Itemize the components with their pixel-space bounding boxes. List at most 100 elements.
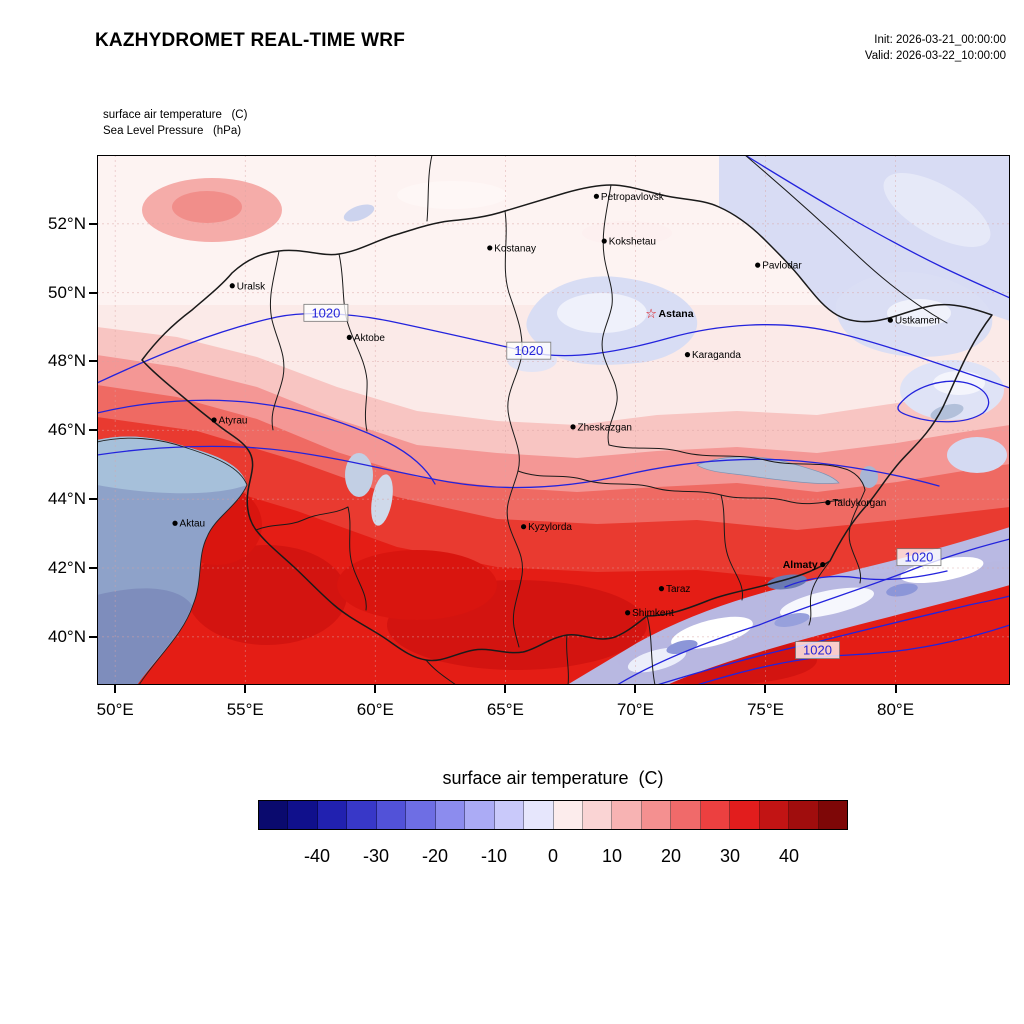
mountain-snow-region — [567, 527, 1010, 685]
page-title: KAZHYDROMET REAL-TIME WRF — [95, 30, 406, 51]
ellipse-shape — [883, 173, 991, 247]
border-shape — [517, 470, 843, 505]
caspian-south — [97, 588, 192, 685]
city-dot-icon — [346, 334, 352, 341]
ellipse-shape — [172, 191, 242, 223]
city-karaganda: Karaganda — [684, 350, 741, 361]
city-dot-icon — [172, 520, 178, 526]
lon-tick-mark — [504, 685, 507, 693]
city-dot-icon — [625, 610, 631, 616]
subtitle-pressure: Sea Level Pressure (hPa) — [103, 125, 242, 138]
isobar-label: 1020 — [506, 341, 552, 360]
lat-tick-label: 46°N — [48, 420, 86, 440]
cities: Petropavlovsk Kostanay Kokshetau Pavlodar Ur… — [172, 192, 940, 619]
border-shape — [425, 615, 656, 685]
colorbar-segment — [612, 801, 642, 829]
graticule — [97, 155, 1010, 685]
colorbar-segment — [317, 801, 348, 829]
colorbar-segment — [524, 801, 554, 829]
city-label: Almaty — [783, 559, 818, 571]
lat-tick-label: 42°N — [48, 557, 86, 577]
colorbar-segment — [582, 801, 613, 829]
city-zheskazgan: Zheskazgan — [570, 422, 632, 433]
city-kostanay: Kostanay — [487, 243, 536, 254]
lon-tick-mark — [634, 685, 637, 693]
lon-tick-label: 65°E — [486, 700, 524, 719]
city-dot-icon — [684, 352, 691, 358]
isobar-label-box — [506, 341, 552, 360]
lake-issykkul — [767, 574, 807, 590]
lon-tick-label: 60°E — [356, 700, 394, 719]
border-shape — [338, 253, 368, 432]
lon-tick-mark — [764, 685, 767, 693]
isobar-shape — [897, 380, 990, 423]
border-shape — [255, 506, 367, 611]
ellipse-shape — [337, 550, 497, 620]
city-dot-icon — [520, 524, 527, 530]
lat-tick-mark — [89, 222, 97, 225]
ellipse-shape — [774, 613, 810, 627]
city-kyzylorda: Kyzylorda — [520, 522, 572, 533]
lon-tick-mark — [244, 685, 247, 693]
colorbar-segment — [494, 801, 525, 829]
colorbar-segment — [759, 801, 790, 829]
city-label: Kyzylorda — [528, 522, 572, 533]
colorbar-segment — [671, 801, 701, 829]
colorbar-segment — [700, 801, 731, 829]
isobar-shape — [784, 570, 948, 588]
subtitle-temperature: surface air temperature (C) — [103, 109, 248, 121]
city-label: Zheskazgan — [578, 422, 632, 433]
city-kokshetau: Kokshetau — [601, 237, 656, 248]
ellipse-shape — [557, 293, 647, 333]
city-label: Taraz — [666, 584, 690, 595]
ellipse-shape — [947, 437, 1007, 473]
init-time: Init: 2026-03-21_00:00:00 — [874, 34, 1006, 46]
city-label: Astana — [659, 308, 694, 320]
colorbar-tick-label: 40 — [778, 846, 800, 866]
colorbar-tick-label: -40 — [303, 846, 330, 866]
city-dot-icon — [229, 283, 235, 289]
colorbar-tick-label: 10 — [601, 846, 623, 866]
isobar-label-text: 1020 — [514, 343, 543, 358]
city-dot-icon — [211, 417, 217, 423]
colorbar-segment — [641, 801, 672, 829]
border-shape — [426, 155, 433, 222]
border-shape — [848, 489, 866, 584]
lon-tick-label: 75°E — [746, 700, 784, 719]
city-label: Kokshetau — [609, 237, 656, 248]
lat-tick-mark — [89, 498, 97, 501]
city-astana: ☆ Astana — [645, 307, 694, 322]
city-almaty: Almaty — [783, 559, 826, 571]
colorbar-title: surface air temperature (C) — [442, 768, 664, 788]
city-label: Ustkamen — [895, 316, 940, 327]
isobar-label-box — [303, 303, 349, 322]
lat-tick-label: 50°N — [48, 282, 86, 302]
border-shape — [504, 210, 524, 648]
colorbar-segment — [347, 801, 377, 829]
city-dot-icon — [487, 245, 493, 251]
aral-sea-east — [371, 474, 393, 526]
colorbar-segment — [376, 801, 407, 829]
city-aktobe: Aktobe — [346, 333, 385, 344]
ellipse-shape — [779, 587, 875, 619]
isobar-labels: 1020 1020 1020 1020 — [303, 303, 942, 659]
aral-sea-west — [345, 453, 373, 497]
lon-tick-mark — [114, 685, 117, 693]
lat-tick-mark — [89, 291, 97, 294]
city-atyrau: Atyrau — [211, 416, 247, 427]
lon-tick-label: 55°E — [226, 700, 264, 719]
ellipse-shape — [886, 583, 918, 597]
colorbar-segment — [553, 801, 583, 829]
isobar-label: 1020 — [303, 303, 349, 322]
lon-tick-mark — [374, 685, 377, 693]
field-subtitle: surface air temperature (C) Sea Level Pr… — [103, 107, 247, 139]
isobar-shape — [744, 155, 1010, 299]
city-dot-icon — [820, 561, 826, 568]
city-label: Atyrau — [219, 416, 248, 427]
valid-time: Valid: 2026-03-22_10:00:00 — [864, 50, 1006, 63]
lat-tick-label: 48°N — [48, 351, 86, 371]
lat-tick-label: 44°N — [48, 489, 86, 509]
ellipse-shape — [933, 371, 985, 395]
isobar-shape — [696, 624, 1010, 685]
